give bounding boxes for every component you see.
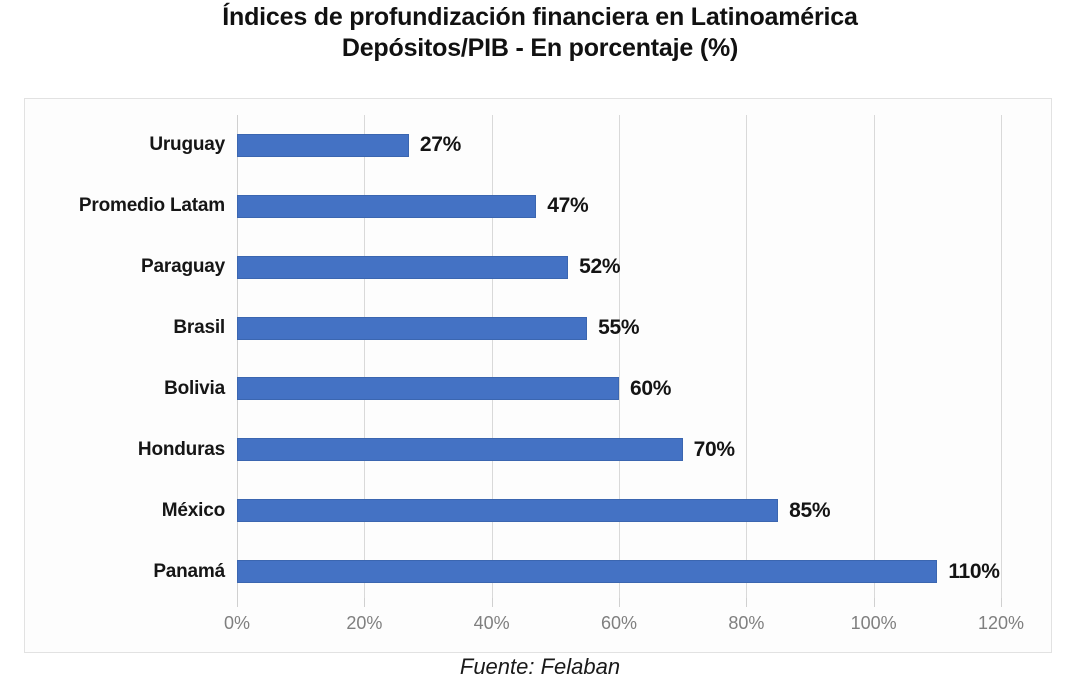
bar-row: 47% (237, 194, 1001, 218)
chart-title-block: Índices de profundización financiera en … (0, 2, 1080, 64)
category-label: Bolivia (164, 377, 225, 399)
gridline (364, 115, 366, 602)
bar[interactable] (237, 499, 779, 523)
source-note: Fuente: Felaban (459, 654, 621, 679)
bar[interactable] (237, 255, 569, 279)
gridline (1001, 115, 1002, 602)
bar-row: 27% (237, 133, 1001, 157)
gridline (746, 115, 748, 602)
category-label: Paraguay (141, 256, 225, 278)
bar-row: 85% (237, 498, 1001, 523)
bar-row: 55% (237, 316, 1001, 340)
bar-value-label: 60% (630, 376, 672, 400)
tick-mark (1001, 598, 1002, 607)
tick-mark (619, 598, 620, 607)
gridline (237, 115, 238, 602)
bar[interactable] (237, 560, 938, 584)
tick-mark (237, 598, 238, 607)
tick-mark (873, 598, 875, 607)
bar-row: 52% (237, 255, 1001, 279)
category-label: Promedio Latam (78, 195, 225, 217)
gridline (873, 115, 875, 602)
bar[interactable] (237, 194, 537, 218)
bar-row: 60% (237, 376, 1001, 401)
x-tick-label: 60% (600, 613, 638, 633)
category-label: Panamá (153, 560, 225, 582)
x-tick-label: 120% (977, 613, 1025, 633)
x-tick-label: 100% (850, 613, 897, 633)
bar-value-label: 85% (789, 498, 831, 522)
bar-value-label: 70% (693, 437, 735, 461)
category-axis: Uruguay Promedio Latam Paraguay Brasil Boliv… (25, 115, 225, 602)
chart-subtitle: Depósitos/PIB - En porcentaje (%) (341, 34, 739, 62)
bar-value-label: 52% (579, 255, 621, 279)
bar-value-label: 47% (547, 194, 589, 218)
category-label: Brasil (173, 317, 225, 339)
tick-mark (746, 598, 748, 607)
x-tick-label: 20% (346, 613, 383, 633)
chart-title: Índices de profundización financiera en … (222, 3, 858, 31)
bar[interactable] (237, 316, 588, 340)
plot-area: 27% 47% 52% 55% 60% 70% 85% 110% (237, 115, 1002, 602)
bar-value-label: 110% (948, 559, 1000, 583)
category-label: Honduras (137, 438, 225, 460)
gridline (491, 115, 493, 602)
bar-row: 110% (237, 559, 1001, 584)
category-label: Uruguay (149, 134, 225, 156)
x-tick-label: 40% (473, 613, 510, 633)
x-tick-label: 0% (223, 613, 251, 633)
x-axis-ticks: 0% 20% 40% 60% 80% 100% 120% (224, 598, 1024, 643)
gridline (619, 115, 620, 602)
tick-mark (364, 598, 366, 607)
bar[interactable] (237, 377, 619, 401)
bar-row: 70% (237, 437, 1001, 462)
bar-value-label: 27% (419, 133, 462, 157)
tick-mark (491, 598, 493, 607)
bar[interactable] (237, 133, 409, 157)
category-label: México (161, 499, 225, 521)
bar-value-label: 55% (598, 316, 640, 340)
chart-frame: Uruguay Promedio Latam Paraguay Brasil Boliv… (24, 98, 1052, 653)
x-tick-label: 80% (728, 613, 765, 633)
bar[interactable] (237, 438, 683, 462)
